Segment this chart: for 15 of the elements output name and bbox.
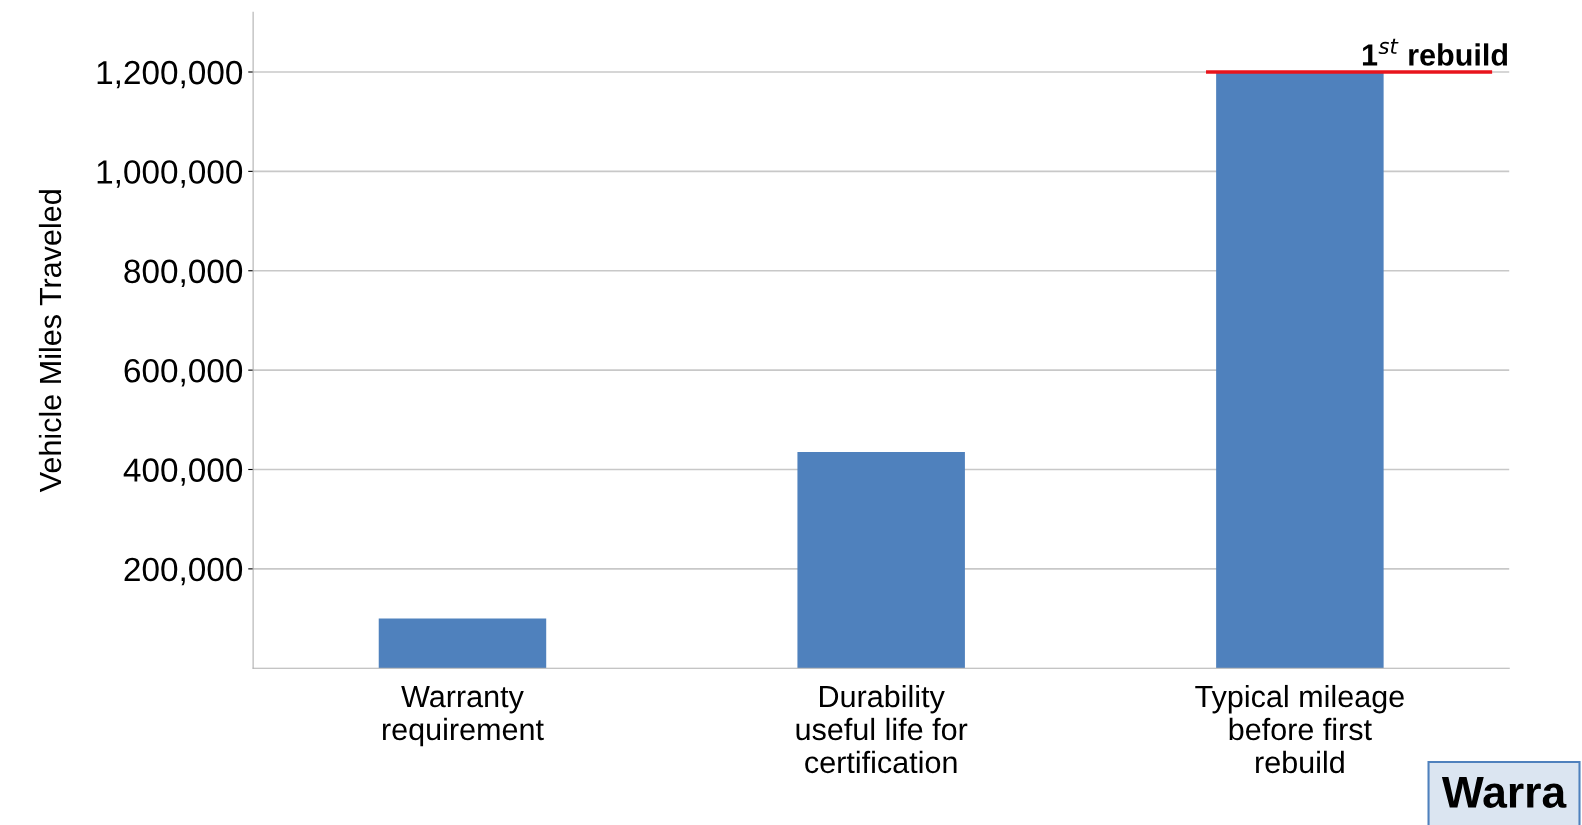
bar [797, 452, 965, 669]
text: Warra [1441, 776, 1567, 808]
x-tick-label: Durability useful life for certification [796, 684, 968, 774]
y-tick-label: 1,200,000 [97, 60, 243, 89]
x-tick-label: Typical mileage before first rebuild [1195, 684, 1404, 774]
y-tick-label: 200,000 [124, 557, 243, 586]
ref-line-label: 1$^{st}$ rebuild [1362, 38, 1508, 66]
x-tick-label: Warranty requirement [382, 686, 544, 747]
y-axis-title: Vehicle Miles Traveled [38, 190, 62, 493]
y-tick-label: 400,000 [123, 458, 243, 486]
bar [378, 618, 547, 669]
y-tick-label: 800,000 [124, 259, 243, 288]
y-tick-label: 1,000,000 [97, 160, 243, 188]
y-tick-label: 600,000 [124, 358, 243, 387]
bar [1216, 72, 1384, 669]
